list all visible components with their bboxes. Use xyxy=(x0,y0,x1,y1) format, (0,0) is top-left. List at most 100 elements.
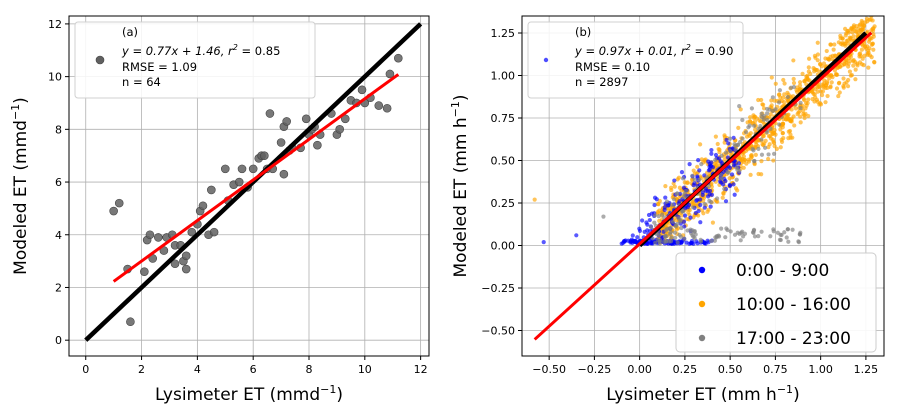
data-point xyxy=(773,81,778,86)
data-point xyxy=(727,136,733,141)
data-point xyxy=(738,107,743,112)
data-point xyxy=(394,53,403,63)
x-tick-label: 0.50 xyxy=(718,363,743,376)
data-point xyxy=(748,172,753,177)
data-point xyxy=(620,240,626,246)
x-tick-label: 0.75 xyxy=(763,363,788,376)
data-point xyxy=(776,92,782,97)
data-point xyxy=(660,212,665,217)
x-tick-label: 4 xyxy=(194,363,201,376)
data-point xyxy=(694,198,699,203)
data-point xyxy=(760,142,765,147)
data-point xyxy=(785,90,790,95)
data-point xyxy=(805,101,810,106)
stats-r2-value: = 0.85 xyxy=(238,44,281,58)
data-point xyxy=(825,93,830,99)
data-point xyxy=(670,202,675,207)
data-point xyxy=(674,227,679,232)
data-point xyxy=(721,190,726,196)
data-point xyxy=(847,35,852,40)
data-point xyxy=(829,73,834,78)
data-point xyxy=(853,59,858,65)
data-point xyxy=(815,89,820,94)
data-point xyxy=(850,30,855,35)
data-point xyxy=(707,188,713,194)
y-tick-label: 0 xyxy=(55,334,62,347)
data-point xyxy=(145,230,155,240)
legend-box xyxy=(675,252,877,353)
y-axis-label: Modeled ET (mm h−1) xyxy=(449,94,471,277)
data-point xyxy=(771,130,776,135)
data-point xyxy=(690,205,696,210)
data-point xyxy=(669,187,674,193)
data-point xyxy=(699,161,704,167)
data-point xyxy=(777,88,783,93)
stats-rmse: RMSE = 1.09 xyxy=(122,60,197,74)
data-point xyxy=(756,146,761,151)
data-point xyxy=(854,29,859,34)
data-point xyxy=(867,11,871,15)
data-point xyxy=(853,67,858,72)
data-point xyxy=(728,229,733,234)
data-point xyxy=(632,239,637,244)
data-point xyxy=(795,89,800,95)
data-point xyxy=(679,170,685,175)
data-point xyxy=(705,194,711,199)
data-point xyxy=(669,235,674,240)
data-point xyxy=(698,202,703,208)
data-point xyxy=(670,219,675,224)
data-point xyxy=(858,27,863,32)
data-point xyxy=(686,210,691,215)
data-point xyxy=(843,33,848,38)
data-point xyxy=(819,92,825,98)
data-point xyxy=(758,123,763,129)
data-point xyxy=(276,138,286,147)
data-point xyxy=(707,164,712,169)
data-point xyxy=(751,228,757,233)
data-point xyxy=(811,66,816,71)
data-point xyxy=(690,173,695,178)
data-point xyxy=(732,192,737,197)
x-tick-label: 6 xyxy=(250,363,257,376)
data-point xyxy=(778,145,783,150)
data-point xyxy=(791,76,796,82)
panel-b: −0.50 −0.25 0.00 0.25 0.50 0.75 1.00 1.25−0.50−… xyxy=(449,11,885,405)
data-point xyxy=(726,170,731,175)
data-point xyxy=(859,18,864,24)
data-point xyxy=(785,94,790,100)
data-point xyxy=(154,233,163,242)
data-point xyxy=(784,235,789,240)
data-point xyxy=(769,98,774,103)
data-point xyxy=(797,232,803,237)
data-point xyxy=(688,215,693,220)
data-point xyxy=(734,177,739,182)
stats-box xyxy=(527,21,744,99)
data-point xyxy=(866,65,871,70)
data-point xyxy=(640,218,645,223)
data-point xyxy=(837,90,842,95)
data-point xyxy=(682,236,687,241)
y-tick-label: 0.00 xyxy=(491,240,516,253)
data-point xyxy=(761,102,766,107)
data-point xyxy=(713,157,718,163)
data-point xyxy=(691,168,696,173)
data-point xyxy=(835,65,840,71)
y-axis-label: Modeled ET (mmd−1) xyxy=(9,97,31,275)
data-point xyxy=(692,236,697,241)
x-tick-label: −0.25 xyxy=(578,363,612,376)
data-point xyxy=(109,206,118,216)
data-point xyxy=(867,17,872,22)
data-point xyxy=(796,240,802,245)
data-point xyxy=(681,219,687,224)
data-point xyxy=(706,183,711,189)
data-point xyxy=(803,106,808,111)
data-point xyxy=(872,24,877,29)
data-point xyxy=(657,233,662,238)
stats-r2-sup: 2 xyxy=(233,43,238,52)
data-point xyxy=(788,85,794,90)
data-point xyxy=(861,62,866,68)
data-point xyxy=(658,238,663,243)
data-point xyxy=(684,240,689,245)
data-point xyxy=(726,141,731,146)
data-point xyxy=(357,85,367,95)
